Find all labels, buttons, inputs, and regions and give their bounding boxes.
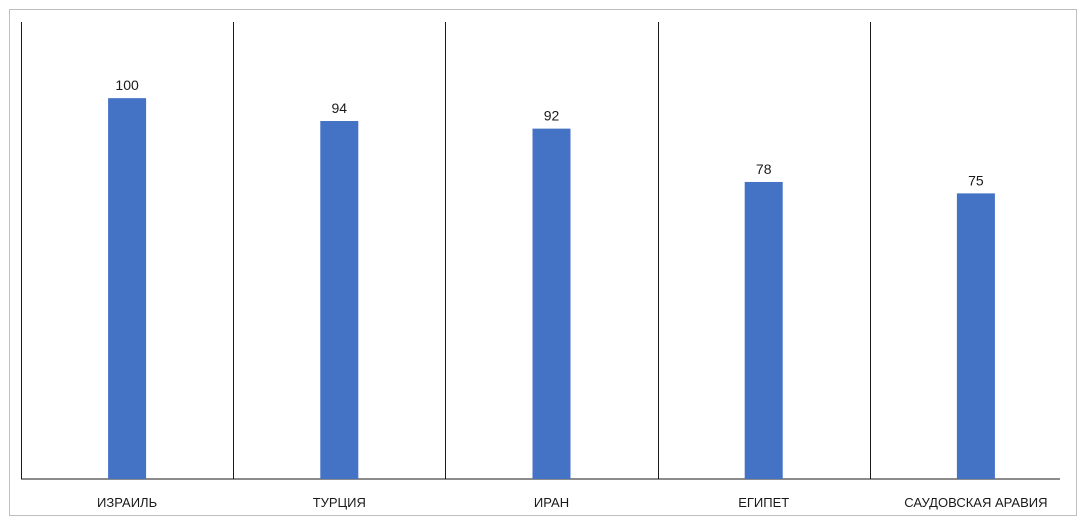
bar: [320, 121, 359, 480]
value-labels: 100 94 92 78 75: [115, 77, 983, 188]
x-tick-label: ИЗРАИЛЬ: [97, 495, 157, 510]
bars: [108, 98, 995, 480]
data-label: 78: [756, 161, 772, 177]
category-labels: ИЗРАИЛЬ ТУРЦИЯ ИРАН ЕГИПЕТ САУДОВСКАЯ АРАВИЯ: [97, 495, 1047, 510]
bar: [108, 98, 147, 480]
x-tick-label: ИРАН: [534, 495, 569, 510]
bar: [532, 128, 571, 479]
axes: [21, 22, 1060, 480]
data-label: 92: [544, 108, 560, 124]
x-tick-label: САУДОВСКАЯ АРАВИЯ: [904, 495, 1047, 510]
bar: [956, 193, 995, 479]
data-label: 75: [968, 172, 984, 188]
data-label: 100: [115, 77, 139, 93]
data-label: 94: [332, 100, 348, 116]
bar: [744, 181, 783, 479]
x-tick-label: ЕГИПЕТ: [738, 495, 789, 510]
x-tick-label: ТУРЦИЯ: [313, 495, 366, 510]
